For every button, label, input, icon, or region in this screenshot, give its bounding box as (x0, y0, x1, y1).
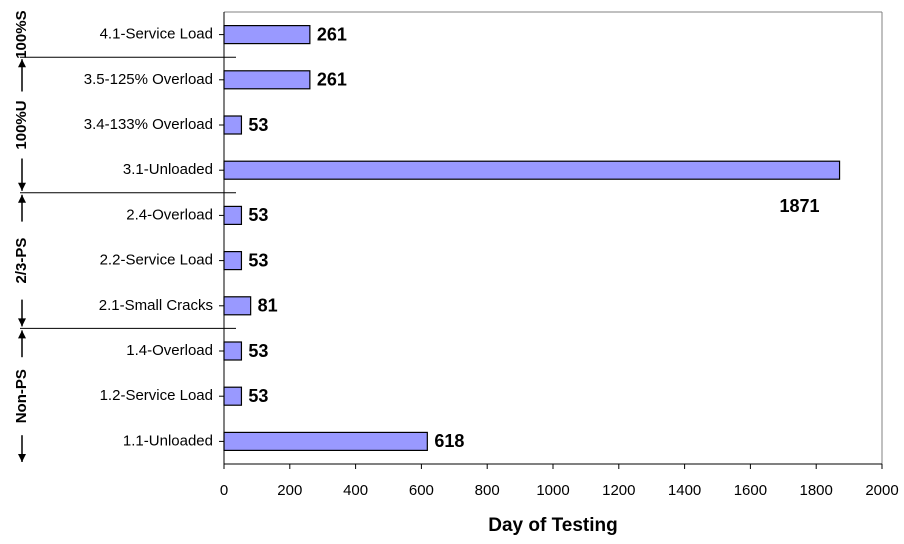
x-axis-label: Day of Testing (488, 515, 618, 536)
arrow-head (18, 454, 26, 462)
group-label: 2/3-PS (13, 238, 30, 284)
bar (223, 70, 311, 90)
value-label: 53 (248, 386, 268, 406)
x-tick-label: 1000 (536, 482, 569, 499)
x-tick-label: 600 (409, 482, 434, 499)
arrow-head (18, 330, 26, 339)
x-tick-label: 0 (220, 482, 228, 499)
y-tick-label: 2.4-Overload (126, 206, 213, 223)
y-tick-label: 1.2-Service Load (100, 387, 213, 404)
value-label: 261 (317, 24, 347, 44)
bar (223, 386, 243, 406)
value-label: 53 (248, 341, 268, 361)
bar (223, 251, 243, 271)
y-tick-label: 1.4-Overload (126, 342, 213, 359)
y-tick-label: 3.1-Unloaded (123, 161, 213, 178)
bar (223, 205, 243, 225)
group-label: 100%U (13, 100, 30, 149)
x-tick-label: 400 (343, 482, 368, 499)
group-label: Non-PS (13, 369, 30, 423)
x-tick-label: 1800 (800, 482, 833, 499)
y-tick-label: 4.1-Service Load (100, 26, 213, 43)
y-tick-label: 2.2-Service Load (100, 252, 213, 269)
x-tick-label: 1600 (734, 482, 767, 499)
value-label: 1871 (780, 196, 820, 216)
arrow-head (18, 182, 26, 191)
y-tick-label: 1.1-Unloaded (123, 432, 213, 449)
value-label: 53 (248, 115, 268, 135)
x-tick-label: 200 (277, 482, 302, 499)
x-tick-label: 1200 (602, 482, 635, 499)
y-tick-label: 2.1-Small Cracks (99, 297, 213, 314)
bar (223, 341, 243, 361)
arrow-head (18, 59, 26, 68)
value-label: 261 (317, 70, 347, 90)
bar (223, 115, 243, 135)
y-tick-label: 3.4-133% Overload (84, 116, 213, 133)
group-label: 100%S (13, 10, 30, 58)
bar (223, 160, 841, 180)
value-label: 53 (248, 250, 268, 270)
value-label: 53 (248, 205, 268, 225)
arrow-head (18, 194, 26, 203)
value-label: 618 (434, 431, 464, 451)
x-tick-label: 1400 (668, 482, 701, 499)
bar (223, 25, 311, 45)
y-tick-label: 3.5-125% Overload (84, 71, 213, 88)
bar (223, 431, 428, 451)
arrow-head (18, 318, 26, 327)
x-tick-label: 2000 (865, 482, 898, 499)
x-tick-label: 800 (475, 482, 500, 499)
bar (223, 296, 252, 316)
value-label: 81 (258, 296, 278, 316)
